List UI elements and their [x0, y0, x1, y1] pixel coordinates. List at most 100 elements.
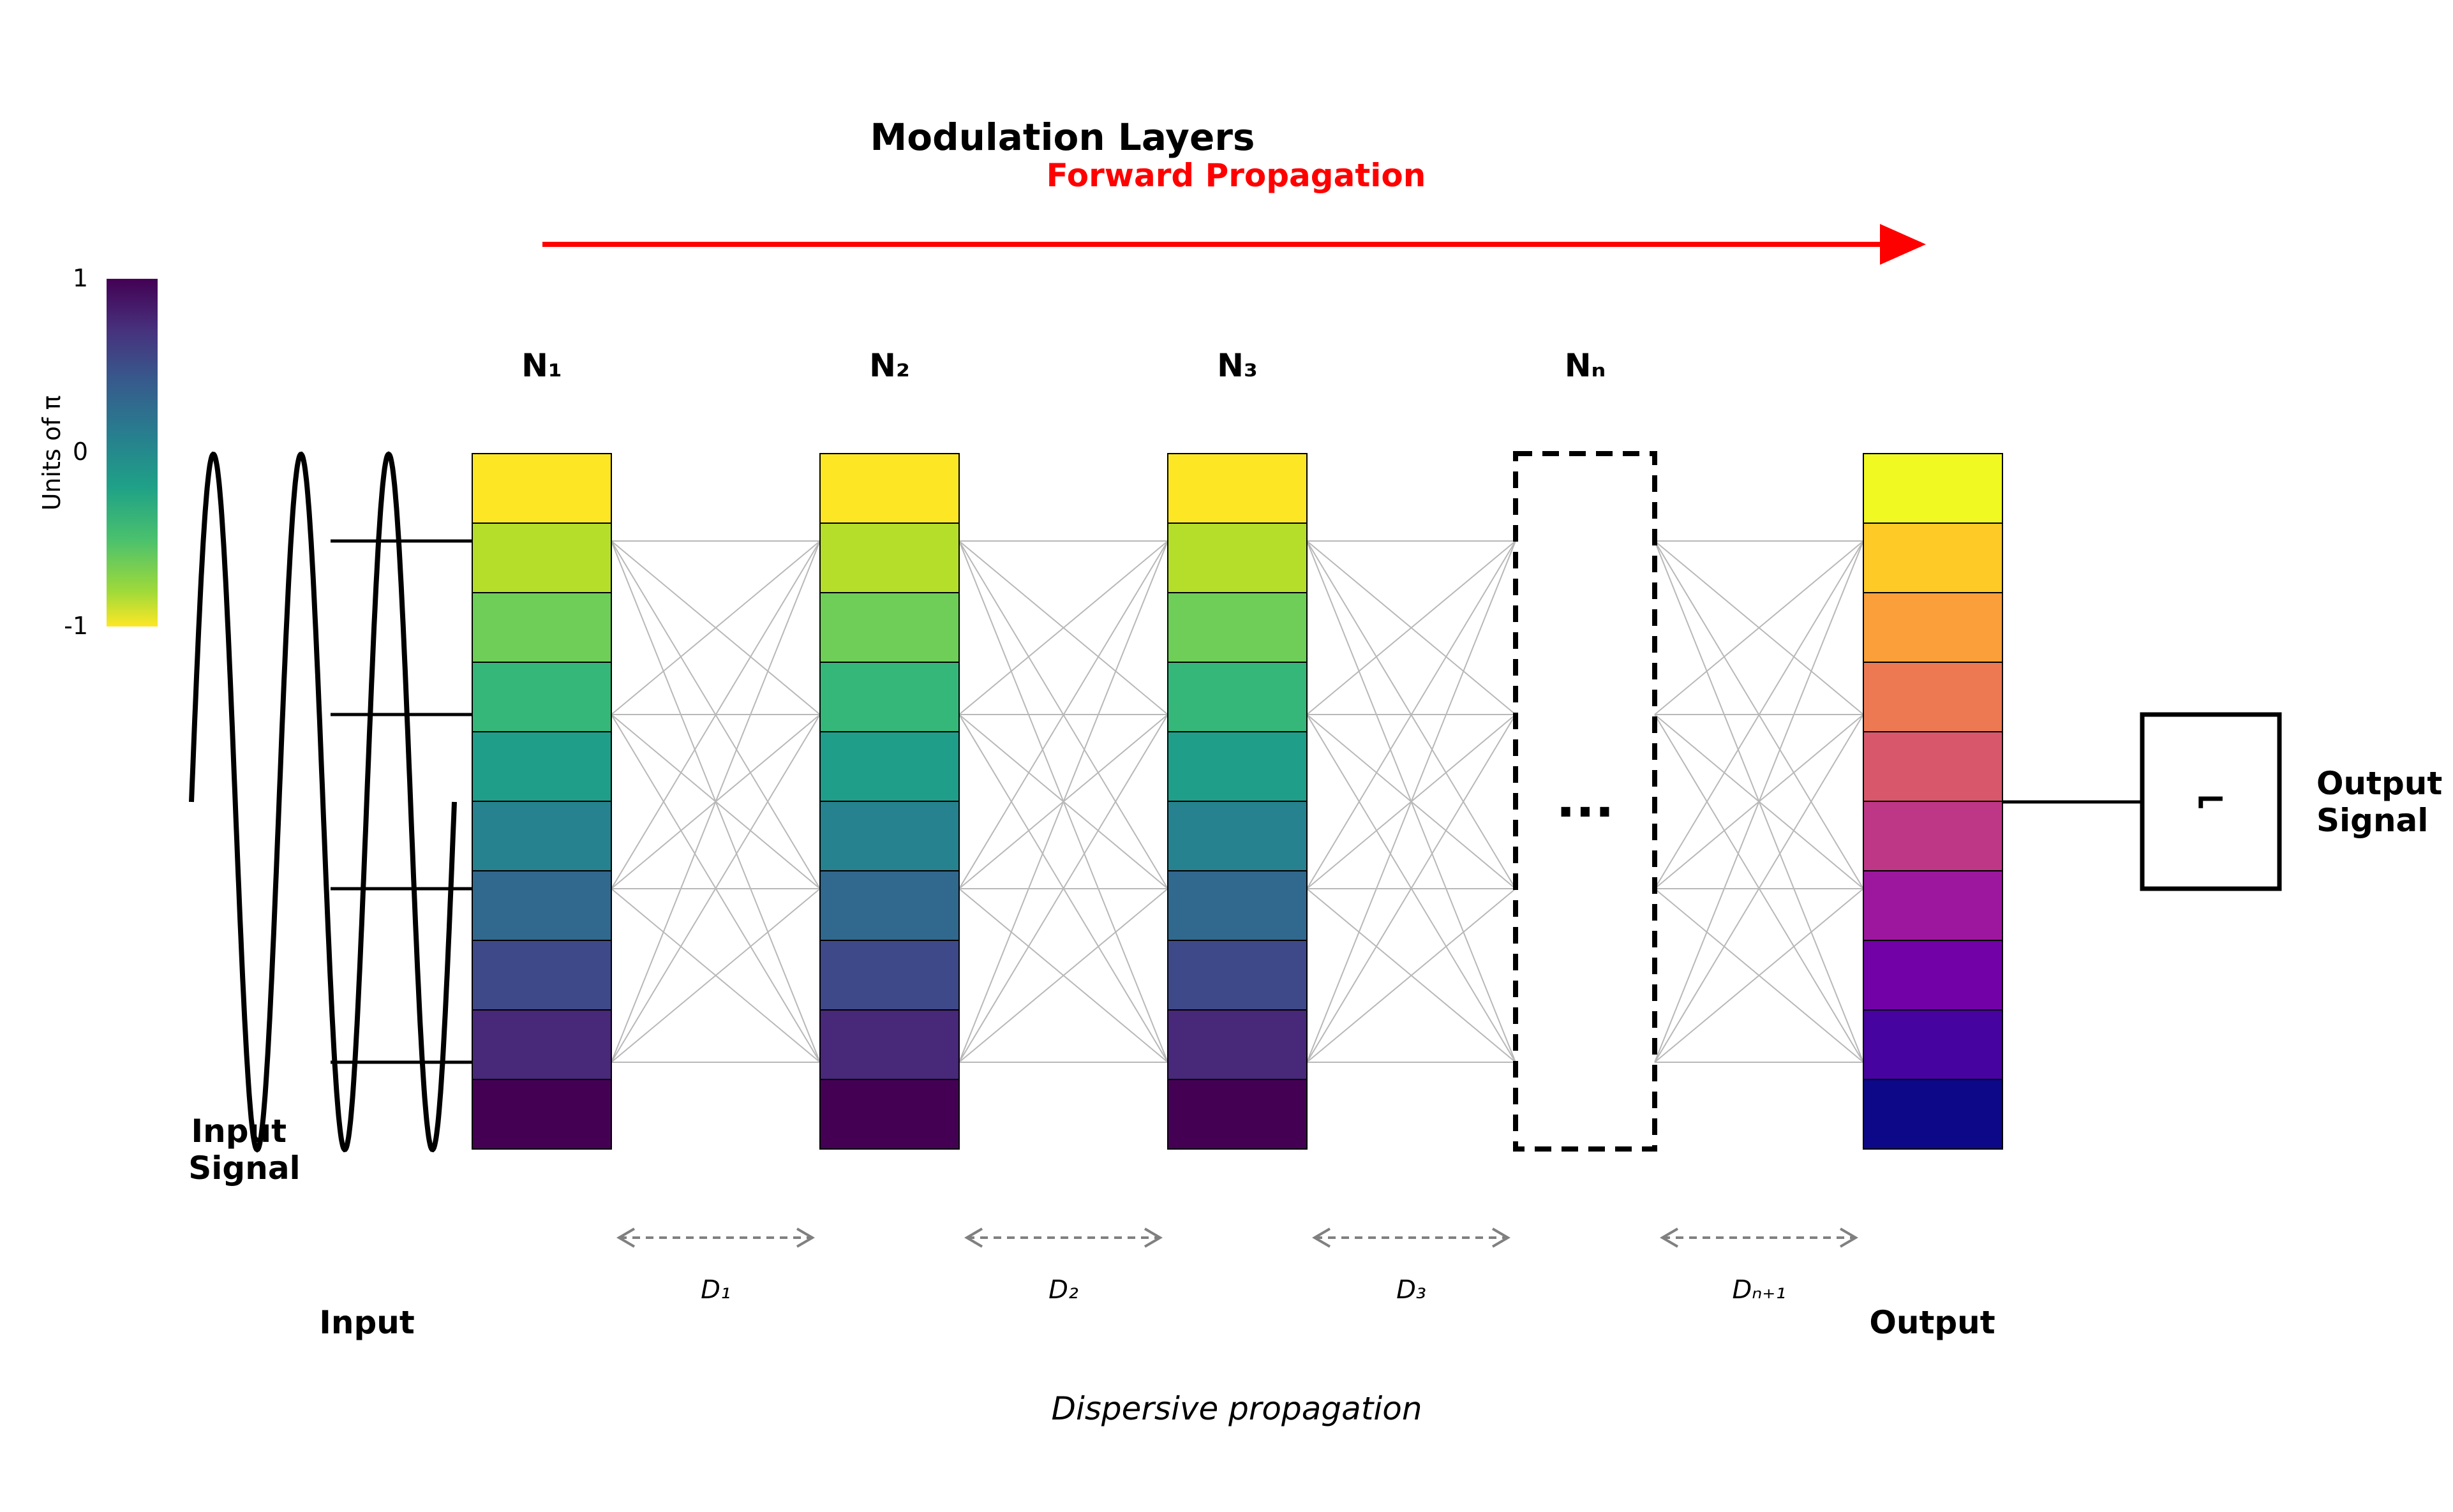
- distance-arrow-3: D₃: [1312, 1227, 1510, 1305]
- connection-line: [958, 888, 1168, 1063]
- layer-cell: [472, 453, 612, 524]
- layer-label: N₂: [869, 347, 910, 384]
- layer-cell: [1863, 662, 2003, 732]
- diagram-title: Modulation Layers: [870, 115, 1255, 159]
- layer-connections: [611, 540, 1864, 1063]
- input-feed-lines: [331, 539, 472, 1064]
- layer-3: N₃: [1167, 347, 1308, 1150]
- connection-line: [611, 540, 821, 715]
- colorbar-tick-min: -1: [64, 612, 88, 640]
- layer-cell: [819, 1079, 960, 1150]
- layer-cell: [1167, 870, 1308, 941]
- distance-arrowhead-right: [1144, 1227, 1163, 1248]
- distance-arrowhead-left: [616, 1227, 636, 1248]
- layer-cell: [1863, 1009, 2003, 1080]
- layer-cell: [819, 592, 960, 663]
- layer-cell: [1863, 1079, 2003, 1150]
- phase-colorbar: [107, 279, 158, 626]
- layer-cell: [472, 662, 612, 732]
- layer-cell: [1863, 870, 2003, 941]
- layer-cell: [1863, 731, 2003, 802]
- dispersive-propagation-label: Dispersive propagation: [1051, 1390, 1422, 1427]
- layer-cell: [472, 801, 612, 871]
- colorbar-tick-max: 1: [73, 264, 88, 292]
- layer-cell: [819, 731, 960, 802]
- distance-label: Dₙ₊₁: [1733, 1275, 1786, 1305]
- layer-cell: [472, 870, 612, 941]
- layer-label: Nₙ: [1565, 347, 1606, 384]
- connection-line: [611, 888, 821, 1063]
- layer-cell: [472, 1009, 612, 1080]
- layer-cell: [1167, 801, 1308, 871]
- layer-cell: [1863, 592, 2003, 663]
- connection-line: [611, 714, 821, 1063]
- layer-cell: [819, 662, 960, 732]
- connection-line: [1306, 888, 1516, 1063]
- layer-cell: [819, 870, 960, 941]
- input-label: Input: [319, 1304, 415, 1341]
- layer-cell: [819, 801, 960, 871]
- layer-cell: [1863, 801, 2003, 871]
- layer-cell: [1167, 1079, 1308, 1150]
- input-signal-wave: [189, 451, 457, 1153]
- input-signal-label: Input Signal: [188, 1113, 300, 1187]
- layer-cell: [1167, 523, 1308, 593]
- modulation-layers: N₁ N₂ N₃ Nₙ...: [472, 347, 2003, 1152]
- distance-arrowhead-right: [796, 1227, 815, 1248]
- layer-2: N₂: [819, 347, 960, 1150]
- colorbar-label: Units of π: [38, 396, 66, 511]
- layer-cell: [1167, 940, 1308, 1011]
- connection-line: [958, 540, 1168, 715]
- distance-arrowhead-right: [1839, 1227, 1858, 1248]
- connection-line: [1654, 714, 1864, 1063]
- layer-cell: [819, 1009, 960, 1080]
- connection-line: [958, 714, 1168, 1063]
- connection-line: [611, 540, 821, 889]
- layer-cell: [1863, 523, 2003, 593]
- layer-label: N₁: [521, 347, 562, 384]
- layer-cell: [472, 523, 612, 593]
- connection-line: [1306, 714, 1516, 1063]
- layer-cell: [1167, 731, 1308, 802]
- layer-cell: [819, 453, 960, 524]
- layer-cell: [1167, 453, 1308, 524]
- layer-cell: [1863, 453, 2003, 524]
- distance-arrowhead-left: [1312, 1227, 1331, 1248]
- layer-cell: [472, 1079, 612, 1150]
- connection-line: [1306, 540, 1516, 715]
- connection-line: [1306, 540, 1516, 889]
- distance-arrowhead-right: [1491, 1227, 1510, 1248]
- distance-arrow-2: D₂: [964, 1227, 1163, 1305]
- connection-line: [1306, 540, 1516, 1063]
- output-label: Output: [1869, 1304, 1995, 1341]
- distance-arrowhead-left: [964, 1227, 983, 1248]
- connection-line: [958, 540, 1168, 889]
- distance-label: D₂: [1048, 1275, 1078, 1305]
- layer-cell: [1167, 1009, 1308, 1080]
- colorbar-tick-zero: 0: [73, 438, 88, 466]
- hidden-layers-box: [1513, 451, 1657, 1152]
- layer-4: Nₙ...: [1513, 347, 1657, 1152]
- distance-label: D₃: [1396, 1275, 1426, 1305]
- forward-propagation-label: Forward Propagation: [1047, 157, 1426, 194]
- detector-symbol: ⌐: [2195, 778, 2226, 823]
- layer-1: N₁: [472, 347, 612, 1150]
- layer-cell: [472, 592, 612, 663]
- distance-label: D₁: [701, 1275, 731, 1305]
- layer-cell: [472, 731, 612, 802]
- propagation-distances: D₁ D₂ D₃ Dₙ₊₁: [616, 1227, 1858, 1305]
- distance-arrow-1: D₁: [616, 1227, 815, 1305]
- layer-cell: [1167, 592, 1308, 663]
- layer-cell: [1863, 940, 2003, 1011]
- layer-label: N₃: [1217, 347, 1258, 384]
- layer-cell: [472, 940, 612, 1011]
- distance-arrowhead-left: [1660, 1227, 1679, 1248]
- layer-cell: [819, 940, 960, 1011]
- connection-line: [1654, 540, 1864, 1063]
- connection-line: [1654, 540, 1864, 715]
- ellipsis-marker: ...: [1556, 769, 1614, 829]
- output-signal-label: Output Signal: [2316, 765, 2453, 839]
- connection-line: [1654, 888, 1864, 1063]
- connection-line: [611, 540, 821, 1063]
